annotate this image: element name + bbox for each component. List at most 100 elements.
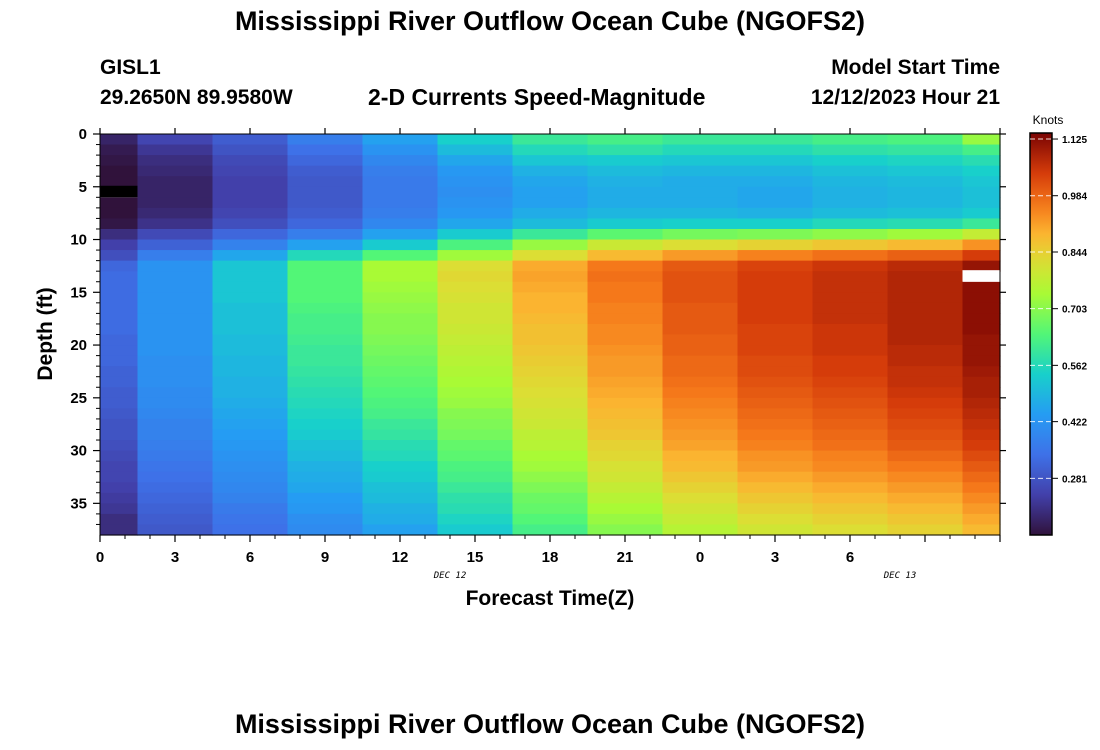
heatmap-cell bbox=[212, 503, 289, 515]
heatmap-cell bbox=[287, 134, 364, 146]
heatmap-cell bbox=[587, 450, 664, 462]
heatmap-cell bbox=[212, 334, 289, 346]
heatmap-cell bbox=[662, 355, 739, 367]
heatmap-cell bbox=[962, 207, 1001, 220]
heatmap-cell bbox=[887, 503, 964, 515]
heatmap-cell bbox=[962, 197, 1001, 209]
heatmap-cell bbox=[587, 207, 664, 220]
x-tick-label: 6 bbox=[246, 549, 254, 566]
heatmap-cell bbox=[137, 281, 214, 293]
y-tick-label: 35 bbox=[70, 495, 87, 512]
heatmap-cell bbox=[812, 450, 889, 462]
heatmap-cell bbox=[100, 418, 139, 431]
heatmap-cell bbox=[587, 271, 664, 283]
heatmap-cell bbox=[437, 207, 514, 220]
heatmap-cell bbox=[512, 197, 589, 209]
heatmap-cell bbox=[812, 440, 889, 452]
heatmap-cell bbox=[737, 355, 814, 367]
heatmap-cell bbox=[737, 345, 814, 357]
heatmap-cell bbox=[212, 302, 289, 314]
heatmap-cell bbox=[887, 450, 964, 462]
heatmap-cell bbox=[362, 144, 439, 156]
heatmap-cell bbox=[737, 218, 814, 230]
x-tick-label: 21 bbox=[617, 549, 634, 566]
heatmap-cell bbox=[662, 323, 739, 336]
heatmap-cell bbox=[887, 429, 964, 441]
heatmap-cell bbox=[362, 323, 439, 336]
heatmap-cell bbox=[737, 450, 814, 462]
heatmap-cell bbox=[512, 376, 589, 388]
heatmap-cell bbox=[662, 186, 739, 198]
heatmap-cell bbox=[887, 250, 964, 262]
x-tick-label: 0 bbox=[96, 549, 104, 566]
heatmap-cell bbox=[362, 313, 439, 325]
heatmap-cell bbox=[137, 302, 214, 314]
heatmap-cell bbox=[100, 228, 139, 241]
heatmap-cell bbox=[437, 492, 514, 504]
heatmap-cell bbox=[287, 313, 364, 325]
heatmap-cell bbox=[887, 186, 964, 198]
heatmap-cell bbox=[737, 524, 814, 536]
heatmap-cell bbox=[212, 292, 289, 304]
heatmap-cell bbox=[587, 503, 664, 515]
heatmap-cell bbox=[437, 186, 514, 198]
heatmap-cell bbox=[512, 239, 589, 251]
heatmap-cell bbox=[137, 397, 214, 409]
heatmap-cell bbox=[887, 366, 964, 378]
heatmap-cell bbox=[362, 176, 439, 188]
heatmap-cell bbox=[812, 197, 889, 209]
model-start-label: Model Start Time bbox=[831, 56, 1000, 79]
heatmap-cell bbox=[512, 176, 589, 188]
heatmap-cell bbox=[662, 450, 739, 462]
heatmap-cell bbox=[137, 239, 214, 251]
heatmap-cell bbox=[737, 176, 814, 188]
heatmap-cell bbox=[287, 186, 364, 198]
heatmap-cell bbox=[287, 513, 364, 526]
heatmap-cell bbox=[962, 334, 1001, 346]
heatmap-cell bbox=[962, 503, 1001, 515]
heatmap-cell bbox=[212, 397, 289, 409]
heatmap-cell bbox=[212, 366, 289, 378]
heatmap-cell bbox=[287, 450, 364, 462]
heatmap-cell bbox=[100, 165, 139, 177]
heatmap-cell bbox=[662, 197, 739, 209]
heatmap-cell bbox=[662, 302, 739, 314]
heatmap-cell bbox=[137, 492, 214, 504]
heatmap-cell bbox=[662, 155, 739, 167]
heatmap-cell bbox=[887, 513, 964, 526]
heatmap-cell bbox=[962, 408, 1001, 420]
heatmap-cell bbox=[587, 408, 664, 420]
heatmap-cell bbox=[362, 334, 439, 346]
heatmap-cell bbox=[962, 176, 1001, 188]
heatmap-cell bbox=[587, 355, 664, 367]
heatmap-cell bbox=[812, 482, 889, 494]
heatmap-cell bbox=[812, 250, 889, 262]
heatmap-cell bbox=[812, 408, 889, 420]
heatmap-cell bbox=[512, 323, 589, 336]
heatmap-cell bbox=[587, 176, 664, 188]
heatmap-cell bbox=[737, 334, 814, 346]
heatmap-cell bbox=[437, 134, 514, 146]
heatmap-cell bbox=[137, 418, 214, 431]
heatmap-cell bbox=[212, 281, 289, 293]
heatmap-cell bbox=[100, 345, 139, 357]
heatmap-cell bbox=[737, 323, 814, 336]
colorbar-tick-label: 0.422 bbox=[1062, 418, 1087, 429]
heatmap-cell bbox=[662, 376, 739, 388]
heatmap-cell bbox=[362, 302, 439, 314]
heatmap-cell bbox=[212, 440, 289, 452]
heatmap-cell bbox=[212, 134, 289, 146]
heatmap-cell bbox=[437, 429, 514, 441]
heatmap-cell bbox=[812, 292, 889, 304]
heatmap-cell bbox=[362, 292, 439, 304]
heatmap-cell bbox=[662, 513, 739, 526]
heatmap-cell bbox=[737, 228, 814, 241]
heatmap-cell bbox=[887, 260, 964, 272]
heatmap-cell bbox=[437, 471, 514, 483]
heatmap-cell bbox=[737, 260, 814, 272]
heatmap-cell bbox=[100, 492, 139, 504]
heatmap-cell bbox=[737, 397, 814, 409]
heatmap-cell bbox=[100, 355, 139, 367]
heatmap-cell bbox=[362, 376, 439, 388]
heatmap-cell bbox=[512, 492, 589, 504]
